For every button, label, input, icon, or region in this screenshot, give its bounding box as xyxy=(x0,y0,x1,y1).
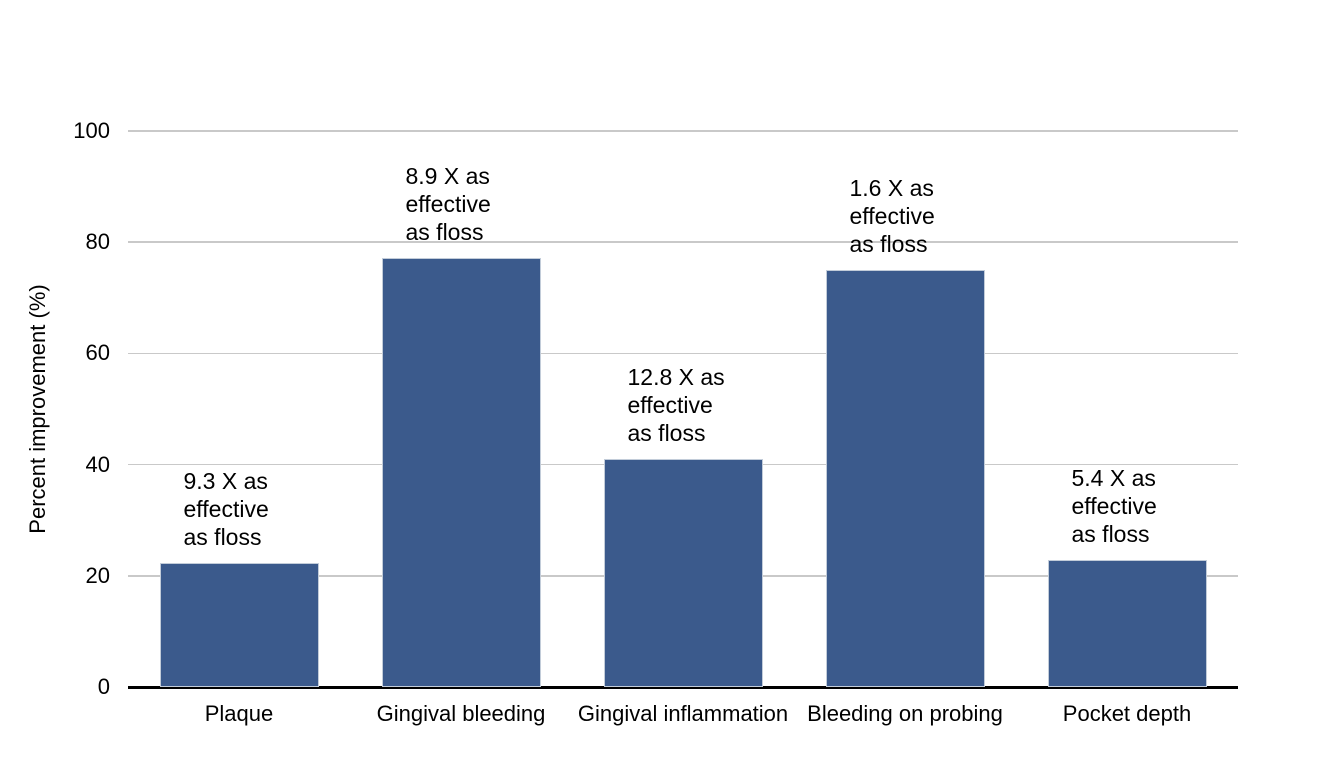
annotation-line: as floss xyxy=(405,218,484,245)
annotation-line: effective xyxy=(849,203,935,229)
gridline xyxy=(128,241,1238,243)
annotation-line: 9.3 X as xyxy=(183,468,268,494)
x-tick-label: Gingival bleeding xyxy=(376,701,546,726)
annotation-line: as floss xyxy=(1071,520,1150,547)
bar-value-annotation: 1.6 X as effective as floss xyxy=(850,174,935,258)
y-tick-label: 60 xyxy=(85,340,110,366)
x-axis-line xyxy=(128,685,1238,689)
annotation-line: effective xyxy=(183,496,269,522)
y-tick-label: 100 xyxy=(73,118,110,143)
annotation-line: effective xyxy=(627,392,713,419)
y-tick-label: 20 xyxy=(85,562,110,588)
bar-value-annotation: 9.3 X as effective as floss xyxy=(184,467,269,551)
annotation-line: as floss xyxy=(627,420,706,447)
annotation-line: effective xyxy=(405,190,491,217)
x-tick-label: Gingival inflammation xyxy=(577,701,789,726)
bar-gingival-inflammation xyxy=(603,459,763,687)
bar-plaque xyxy=(159,563,319,687)
bar-value-annotation: 12.8 X as effective as floss xyxy=(628,363,725,447)
annotation-line: effective xyxy=(1071,492,1157,519)
gridline xyxy=(128,130,1238,132)
annotation-line: 12.8 X as xyxy=(627,364,725,391)
gridline xyxy=(128,352,1238,355)
annotation-line: 1.6 X as xyxy=(849,175,934,201)
y-axis-title: Percent improvement (%) xyxy=(25,284,50,534)
y-tick-label: 40 xyxy=(85,451,110,477)
annotation-line: 8.9 X as xyxy=(405,162,490,189)
bar-pocket-depth xyxy=(1047,559,1207,687)
annotation-line: 5.4 X as xyxy=(1071,464,1156,491)
annotation-line: as floss xyxy=(849,231,928,257)
x-tick-label: Bleeding on probing xyxy=(807,701,1003,726)
annotation-line: as floss xyxy=(183,524,262,550)
bar-value-annotation: 8.9 X as effective as floss xyxy=(406,162,491,246)
y-tick-label: 0 xyxy=(97,674,110,699)
bar-bleeding-on-probing xyxy=(825,270,985,687)
bar-value-annotation: 5.4 X as effective as floss xyxy=(1072,464,1157,548)
y-tick-label: 80 xyxy=(85,229,110,255)
x-tick-label: Pocket depth xyxy=(1062,701,1192,726)
x-tick-label: Plaque xyxy=(204,701,274,726)
bar-gingival-bleeding xyxy=(381,257,541,687)
